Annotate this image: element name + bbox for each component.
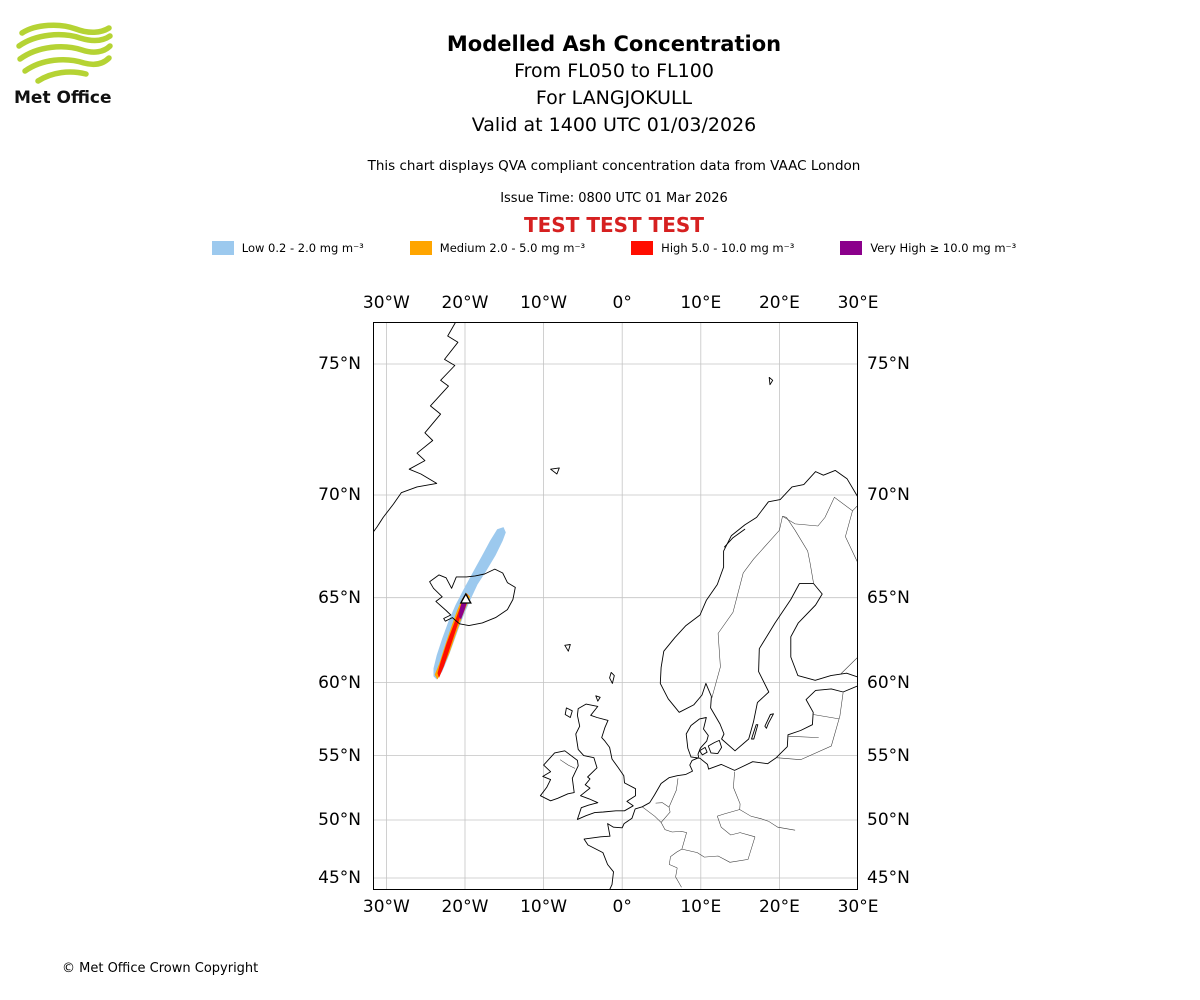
ash-plume-high bbox=[437, 597, 469, 678]
border-netherlands-germany-france bbox=[660, 778, 687, 850]
border-denmark-germany bbox=[690, 756, 699, 758]
border-latvia-lithuania bbox=[787, 735, 819, 738]
lat-tick-label-left: 75°N bbox=[318, 354, 361, 374]
border-germany-poland bbox=[733, 771, 741, 810]
legend-label: Medium 2.0 - 5.0 mg m⁻³ bbox=[439, 241, 586, 255]
map-canvas bbox=[370, 319, 859, 892]
lat-tick-label-left: 55°N bbox=[318, 745, 361, 766]
lon-tick-label-top: 30°W bbox=[362, 293, 410, 313]
lat-tick-label-left: 70°N bbox=[318, 485, 361, 505]
lon-tick-label-top: 20°W bbox=[441, 293, 489, 313]
lon-tick-label-bottom: 10°E bbox=[680, 897, 722, 917]
subtitle-flight-levels: From FL050 to FL100 bbox=[514, 60, 714, 82]
border-estonia-latvia bbox=[813, 714, 840, 720]
lon-tick-label-bottom: 30°W bbox=[362, 897, 410, 917]
border-poland-slovakia bbox=[768, 820, 796, 831]
border-norway-finland-russia bbox=[782, 496, 859, 527]
coastline-orkney bbox=[595, 695, 601, 702]
legend-item-high: High 5.0 - 10.0 mg m⁻³ bbox=[631, 241, 794, 255]
coastline-shetland bbox=[609, 671, 615, 684]
coastline-gotland bbox=[764, 713, 774, 729]
border-france-italy bbox=[675, 867, 682, 888]
lat-tick-label-right: 45°N bbox=[867, 867, 910, 888]
coastline-hebrides bbox=[564, 707, 573, 718]
lon-tick-label-bottom: 20°E bbox=[758, 897, 800, 917]
qva-note: This chart displays QVA compliant concen… bbox=[367, 158, 861, 174]
page-title: Modelled Ash Concentration bbox=[446, 32, 782, 56]
lon-tick-label-top: 10°W bbox=[520, 293, 568, 313]
lon-tick-label-top: 20°E bbox=[758, 293, 800, 313]
coastline-scandinavia-baltic bbox=[659, 469, 859, 752]
border-uk-ireland bbox=[559, 759, 576, 769]
legend-label: Very High ≥ 10.0 mg m⁻³ bbox=[870, 241, 1017, 255]
legend-label: Low 0.2 - 2.0 mg m⁻³ bbox=[241, 241, 364, 255]
coastline-ireland bbox=[539, 750, 579, 802]
coastlines bbox=[370, 319, 859, 892]
lat-tick-label-right: 75°N bbox=[867, 354, 910, 374]
legend-label: High 5.0 - 10.0 mg m⁻³ bbox=[661, 241, 795, 255]
title-block: Modelled Ash Concentration From FL050 to… bbox=[28, 30, 1200, 139]
lat-tick-label-left: 45°N bbox=[318, 867, 361, 888]
volcano-marker bbox=[459, 592, 472, 604]
lon-tick-label-bottom: 20°W bbox=[441, 897, 489, 917]
lon-tick-label-top: 30°E bbox=[837, 293, 879, 313]
legend-swatch bbox=[840, 241, 863, 255]
border-france-switzerland bbox=[668, 848, 683, 869]
legend-item-medium: Medium 2.0 - 5.0 mg m⁻³ bbox=[409, 241, 586, 255]
test-banner: TEST TEST TEST bbox=[524, 213, 704, 237]
lat-tick-label-right: 50°N bbox=[867, 809, 910, 830]
border-sweden-finland bbox=[782, 516, 814, 584]
issue-time: Issue Time: 0800 UTC 01 Mar 2026 bbox=[500, 191, 728, 206]
border-norway-sweden bbox=[711, 516, 783, 699]
lat-tick-label-left: 50°N bbox=[318, 809, 361, 830]
border-belgium-france bbox=[642, 806, 662, 823]
legend-item-low: Low 0.2 - 2.0 mg m⁻³ bbox=[211, 241, 364, 255]
lon-tick-label-bottom: 10°W bbox=[520, 897, 568, 917]
coastline-jan-mayen bbox=[550, 467, 560, 475]
copyright: © Met Office Crown Copyright bbox=[62, 961, 259, 976]
coastline-iceland bbox=[429, 568, 516, 627]
map-frame bbox=[373, 322, 858, 890]
met-office-logo: Met Office bbox=[14, 22, 134, 108]
lat-tick-label-right: 55°N bbox=[867, 745, 910, 766]
border-alps bbox=[681, 836, 756, 863]
coastline-lofoten bbox=[723, 528, 746, 548]
lat-tick-label-left: 60°N bbox=[318, 672, 361, 693]
legend-swatch bbox=[631, 241, 654, 255]
coastline-zealand bbox=[707, 739, 723, 755]
border-baltic-russia bbox=[776, 692, 844, 760]
legend-swatch bbox=[211, 241, 234, 255]
border-czech-north bbox=[717, 809, 769, 822]
border-czech-south bbox=[717, 816, 756, 838]
coastline-faroe-islands bbox=[564, 644, 571, 652]
lat-tick-label-right: 70°N bbox=[867, 485, 910, 505]
legend-swatch bbox=[409, 241, 432, 255]
lon-tick-label-bottom: 0° bbox=[612, 897, 632, 917]
border-finland-russia-north bbox=[845, 510, 859, 564]
lon-tick-label-top: 0° bbox=[612, 293, 632, 313]
grid-lines bbox=[373, 322, 859, 890]
legend-item-very-high: Very High ≥ 10.0 mg m⁻³ bbox=[840, 241, 1016, 255]
lat-tick-label-right: 60°N bbox=[867, 672, 910, 693]
met-office-logo-waves bbox=[16, 22, 113, 84]
coastline-oland bbox=[751, 724, 759, 740]
lon-tick-label-bottom: 30°E bbox=[837, 897, 879, 917]
coastline-fyn bbox=[699, 746, 708, 756]
coastline-bear-island bbox=[768, 376, 774, 386]
country-borders bbox=[559, 496, 859, 888]
subtitle-valid-time: Valid at 1400 UTC 01/03/2026 bbox=[471, 114, 757, 136]
coastline-greenland bbox=[370, 319, 459, 535]
lat-tick-label-left: 65°N bbox=[318, 587, 361, 608]
met-office-logo-text: Met Office bbox=[14, 88, 112, 108]
lat-tick-label-right: 65°N bbox=[867, 587, 910, 608]
subtitle-volcano: For LANGJOKULL bbox=[535, 87, 693, 109]
concentration-legend: Low 0.2 - 2.0 mg m⁻³ Medium 2.0 - 5.0 mg … bbox=[28, 241, 1200, 255]
coastline-great-britain bbox=[575, 703, 636, 820]
map bbox=[370, 319, 859, 892]
lon-tick-label-top: 10°E bbox=[680, 293, 722, 313]
border-belgium-netherlands bbox=[655, 802, 670, 808]
coastline-baltic-south-europe-west bbox=[583, 685, 859, 892]
border-finland-russia-south bbox=[840, 656, 859, 675]
